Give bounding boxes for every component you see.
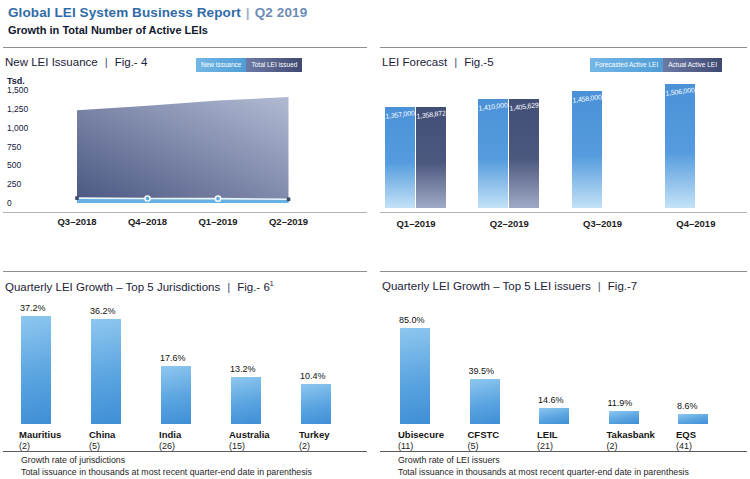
- bar-value-label: 1,358,872: [413, 108, 450, 119]
- bar-value-label: 1,405,629: [506, 101, 543, 112]
- report-title-row: Global LEI System Business Report | Q2 201…: [8, 5, 307, 20]
- footnote: Total issuance in thousands at most rece…: [398, 467, 689, 477]
- x-axis-label: Q2–2019: [269, 216, 308, 227]
- bar: [231, 377, 261, 424]
- x-axis-label: Q1–2019: [198, 216, 237, 227]
- x-axis-label: Q4–2019: [676, 218, 715, 229]
- category-label: EQS: [676, 429, 696, 440]
- report-subtitle: Growth in Total Number of Active LEIs: [8, 24, 307, 36]
- category-sublabel: (2): [607, 441, 618, 451]
- panel-lei-forecast: LEI Forecast|Fig.-5 Forecasted Active LE…: [380, 47, 747, 248]
- bar-value-label: 1,506,000: [662, 86, 699, 97]
- bar-value-label: 10.4%: [300, 371, 326, 381]
- category-label: India: [159, 429, 181, 440]
- bar: [301, 384, 331, 424]
- bar: [470, 379, 500, 424]
- x-axis-label: Q4–2018: [128, 216, 167, 227]
- bar-value-label: 11.9%: [608, 398, 633, 408]
- x-axis-label: Q3–2019: [583, 218, 622, 229]
- footnote: Total issuance in thousands at most rece…: [21, 467, 312, 477]
- bar: [21, 316, 51, 424]
- bars: 37.2%Mauritius(2)36.2%China(5)17.6%India…: [3, 272, 367, 477]
- bar-group: 1,506,000 Q4–2019: [665, 48, 727, 248]
- bar: [539, 408, 569, 424]
- category-label: LEIL: [537, 429, 558, 440]
- category-sublabel: (5): [468, 441, 479, 451]
- panel-new-lei-issuance: New LEI Issuance|Fig.- 4 New issuanceTot…: [3, 47, 367, 248]
- category-sublabel: (11): [398, 441, 413, 451]
- x-axis-labels: Q3–2018 Q4–2018 Q1–2019 Q2–2019: [3, 48, 367, 248]
- forecast-bar: 1,357,000: [385, 107, 415, 208]
- category-label: Turkey: [299, 429, 329, 440]
- category-sublabel: (26): [159, 441, 175, 451]
- category-sublabel: (21): [537, 441, 553, 451]
- panel-top5-lei-issuers: Quarterly LEI Growth – Top 5 LEI issuers…: [380, 271, 747, 477]
- report-header: Global LEI System Business Report | Q2 201…: [8, 5, 307, 36]
- report-period: Q2 2019: [255, 5, 308, 20]
- report-title: Global LEI System Business Report: [8, 5, 241, 20]
- category-sublabel: (2): [19, 441, 30, 451]
- bars: 85.0% Ubisecure(11) 39.5% CFSTC(5) 14.6% LEIL…: [380, 272, 747, 477]
- report-page: Global LEI System Business Report | Q2 201…: [0, 0, 750, 479]
- category-sublabel: (2): [299, 441, 310, 451]
- bar: [609, 411, 639, 424]
- title-divider: |: [246, 5, 250, 20]
- x-axis-label: Q2–2019: [490, 218, 529, 229]
- x-axis-label: Q3–2018: [57, 216, 96, 227]
- bar-group: 1,458,000 Q3–2019: [572, 48, 634, 248]
- forecast-bar: 1,506,000: [665, 84, 695, 208]
- bar-value-label: 37.2%: [20, 303, 46, 313]
- bar-value-label: 36.2%: [90, 306, 116, 316]
- category-label: Ubisecure: [398, 429, 444, 440]
- x-axis-label: Q1–2019: [396, 218, 435, 229]
- category-sublabel: (15): [229, 441, 245, 451]
- category-label: Australia: [229, 429, 270, 440]
- footnote: Growth rate of jurisdictions: [21, 455, 125, 465]
- actual-bar: 1,405,629: [509, 99, 539, 208]
- bar-value-label: 85.0%: [399, 315, 425, 325]
- bar-value-label: 14.6%: [538, 395, 564, 405]
- bar-groups: 1,357,0001,358,872 Q1–2019 1,410,0001,405,…: [380, 48, 747, 248]
- bar-value-label: 13.2%: [230, 364, 256, 374]
- bar-value-label: 17.6%: [160, 353, 186, 363]
- bar-value-label: 1,458,000: [568, 93, 605, 104]
- panel-top5-jurisdictions: Quarterly LEI Growth – Top 5 Jurisdictio…: [3, 271, 367, 477]
- bar: [400, 328, 430, 424]
- bar-value-label: 8.6%: [677, 401, 698, 411]
- category-label: CFSTC: [468, 429, 500, 440]
- actual-bar: 1,358,872: [416, 107, 446, 208]
- bar-value-label: 39.5%: [469, 366, 495, 376]
- category-label: Mauritius: [19, 429, 61, 440]
- bar: [678, 414, 708, 424]
- category-sublabel: (41): [676, 441, 692, 451]
- x-axis-line: [380, 212, 747, 213]
- bar: [91, 319, 121, 424]
- forecast-bar: 1,458,000: [572, 91, 602, 208]
- category-label: Takasbank: [607, 429, 655, 440]
- footnote: Growth rate of LEI issuers: [398, 455, 500, 465]
- footnote-divider: [380, 451, 747, 452]
- forecast-bar: 1,410,000: [478, 99, 508, 208]
- category-sublabel: (5): [89, 441, 100, 451]
- bar: [161, 366, 191, 424]
- footnote-divider: [3, 451, 367, 452]
- category-label: China: [89, 429, 115, 440]
- bar-group: 1,410,0001,405,629 Q2–2019: [478, 48, 540, 248]
- bar-group: 1,357,0001,358,872 Q1–2019: [385, 48, 447, 248]
